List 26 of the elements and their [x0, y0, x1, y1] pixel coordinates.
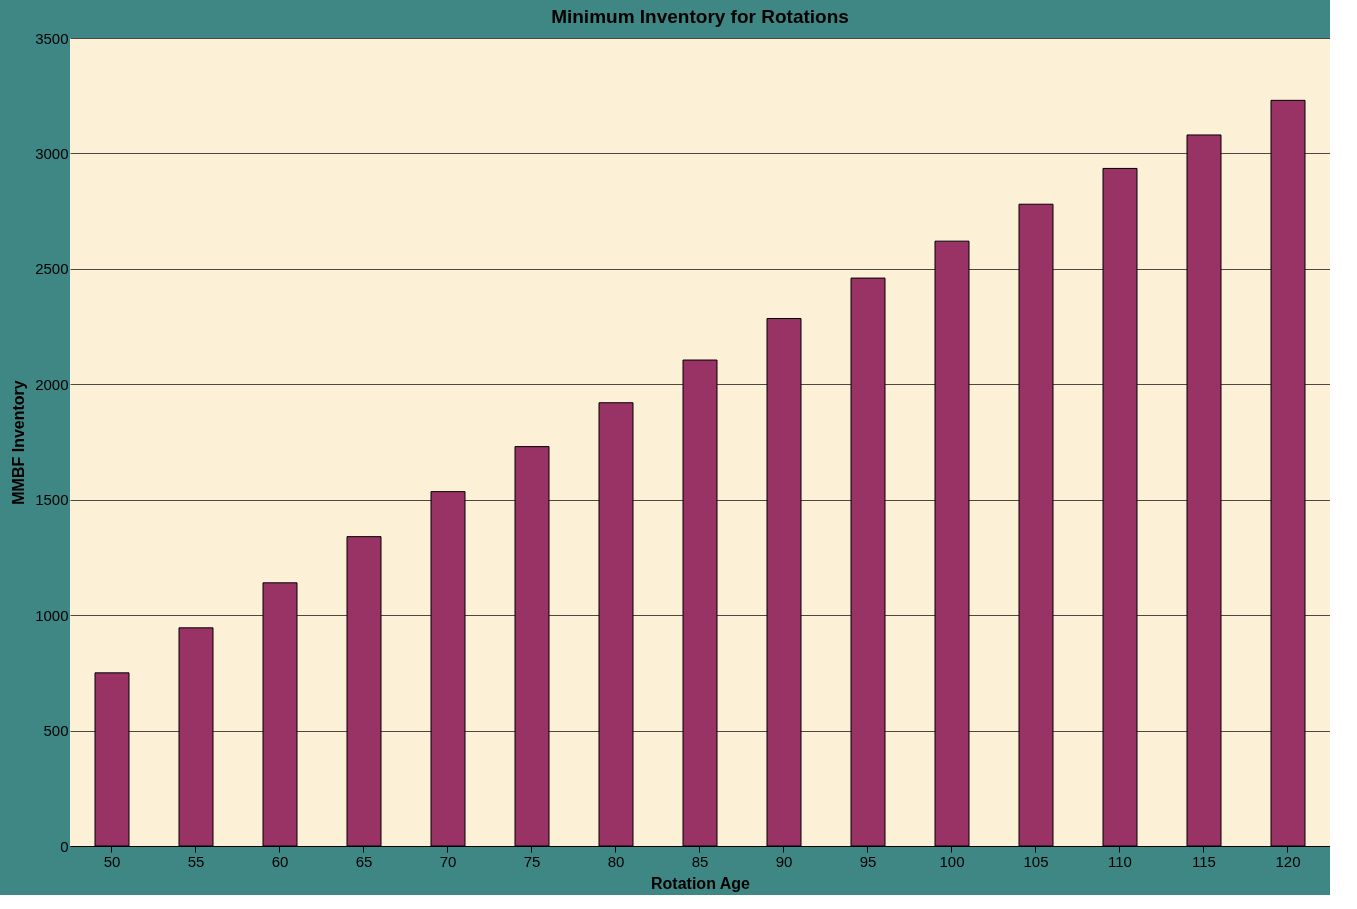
x-tick-label: 90	[775, 852, 793, 870]
x-tick-label: 110	[1108, 852, 1132, 870]
y-axis-title: MMBF Inventory	[10, 380, 28, 505]
x-axis-title: Rotation Age	[651, 874, 751, 892]
x-tick-label: 85	[691, 852, 709, 870]
x-tick-label: 95	[859, 852, 877, 870]
x-tick-label: 105	[1023, 852, 1049, 870]
x-tick-label: 65	[355, 852, 373, 870]
x-tick-label: 120	[1275, 852, 1301, 870]
x-tick-label: 70	[439, 852, 457, 870]
x-tick-label: 55	[187, 852, 205, 870]
y-tick-label: 2000	[35, 375, 69, 393]
y-tick-label: 2500	[35, 260, 69, 278]
x-tick-label: 60	[271, 852, 289, 870]
y-tick-label: 3000	[35, 144, 69, 162]
y-tick-label: 500	[43, 722, 69, 740]
y-tick-label: 1000	[35, 606, 69, 624]
y-tick-label: 0	[60, 837, 69, 855]
y-tick-label: 3500	[35, 29, 69, 47]
x-tick-label: 80	[607, 852, 625, 870]
x-tick-label: 50	[103, 852, 121, 870]
x-tick-label: 75	[523, 852, 541, 870]
x-tick-label: 100	[939, 852, 965, 870]
x-tick-label: 115	[1192, 852, 1216, 870]
chart-title: Minimum Inventory for Rotations	[551, 6, 849, 27]
y-tick-label: 1500	[35, 491, 69, 509]
